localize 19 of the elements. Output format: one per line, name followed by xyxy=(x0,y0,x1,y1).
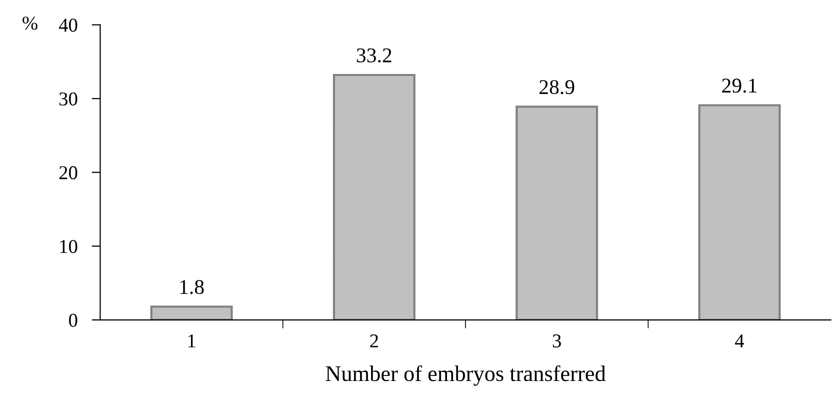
x-tick-label: 3 xyxy=(552,334,561,348)
data-label: 1.8 xyxy=(180,280,204,294)
x-tick-label: 2 xyxy=(370,334,378,348)
data-label: 28.9 xyxy=(540,80,574,94)
y-axis-title: % xyxy=(22,16,38,30)
data-label: 29.1 xyxy=(722,78,756,93)
bar xyxy=(698,104,781,320)
bar xyxy=(150,306,233,320)
y-tick-label: 30 xyxy=(59,92,78,106)
y-tick-label: 0 xyxy=(68,314,78,327)
x-tick-label: 1 xyxy=(188,334,196,348)
data-label: 33.2 xyxy=(356,48,392,63)
bar xyxy=(516,106,598,320)
x-tick-label: 4 xyxy=(735,334,744,348)
y-tick-label: 20 xyxy=(59,166,78,180)
bar xyxy=(332,74,416,320)
y-tick-label: 10 xyxy=(60,240,78,254)
y-tick-label: 40 xyxy=(58,18,78,32)
x-axis-title: Number of embryos transferred xyxy=(326,365,606,386)
